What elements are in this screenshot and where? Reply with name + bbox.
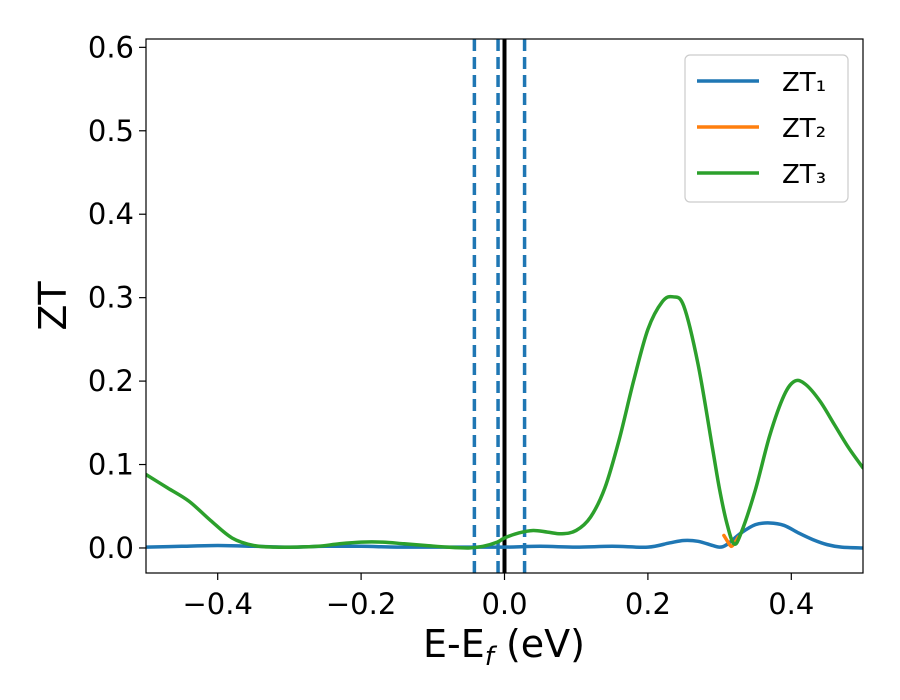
legend-box <box>684 54 849 203</box>
y-tick-label: 0.1 <box>88 448 134 482</box>
y-axis-title: ZT <box>31 281 75 331</box>
y-axis: 0.0 0.1 0.2 0.3 0.4 0.5 0.6 <box>88 30 146 565</box>
y-tick-label: 0.6 <box>88 30 134 64</box>
x-tick-label: 0.0 <box>481 587 527 621</box>
x-tick-label: −0.2 <box>326 587 396 621</box>
legend: ZT₁ ZT₂ ZT₃ <box>684 54 849 203</box>
x-axis: −0.4 −0.2 0.0 0.2 0.4 <box>182 573 814 621</box>
y-tick-label: 0.2 <box>88 364 134 398</box>
legend-label: ZT₂ <box>782 114 826 144</box>
series-line-zt3 <box>146 294 863 550</box>
legend-label: ZT₁ <box>782 68 826 98</box>
x-tick-label: 0.4 <box>768 587 814 621</box>
y-tick-label: 0.0 <box>88 531 134 565</box>
y-tick-label: 0.4 <box>88 197 134 231</box>
series-layer <box>146 294 863 550</box>
x-axis-title: E-Ef (eV) <box>423 622 585 672</box>
x-tick-label: 0.2 <box>625 587 671 621</box>
y-tick-label: 0.3 <box>88 281 134 315</box>
x-tick-label: −0.4 <box>182 587 252 621</box>
legend-label: ZT₃ <box>782 160 826 190</box>
reference-lines <box>472 39 527 573</box>
y-tick-label: 0.5 <box>88 114 134 148</box>
